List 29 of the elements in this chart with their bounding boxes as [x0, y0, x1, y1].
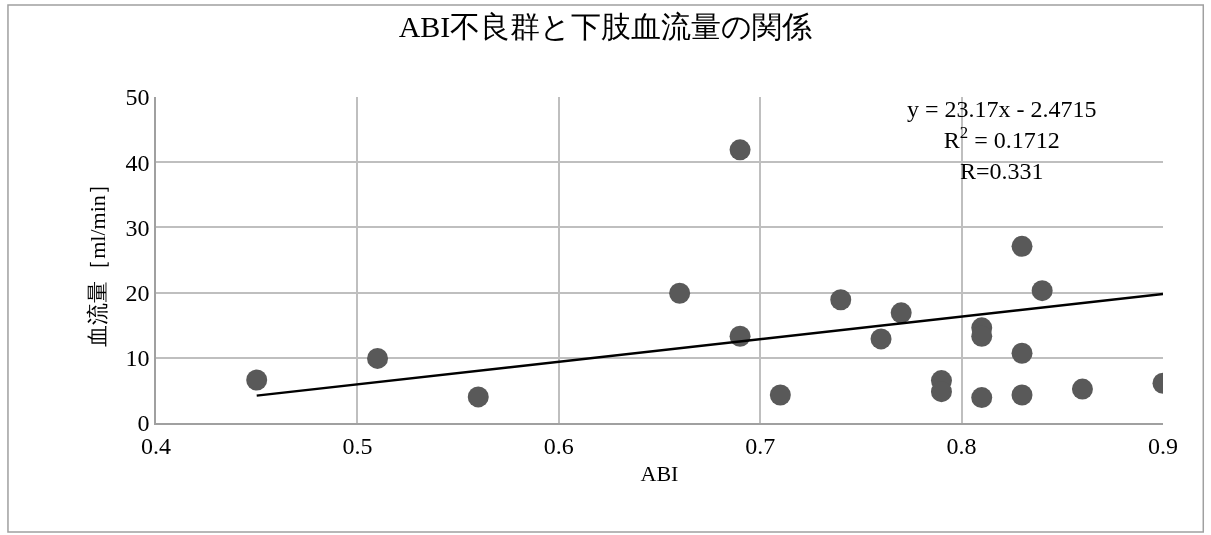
annotation: y = 23.17x - 2.4715 R$^{2}$ = 0.1712 R=0.331	[907, 96, 1097, 185]
point	[1071, 378, 1093, 400]
y-tick-label: 10	[125, 345, 150, 372]
x-tick-label: 0.6	[543, 432, 574, 459]
point	[1011, 384, 1033, 406]
y-axis-title: 血流量［ml/min］	[84, 173, 110, 347]
x-tick-label: 0.8	[946, 432, 977, 459]
point	[890, 302, 912, 324]
x-tick-label: 0.9	[1148, 432, 1178, 459]
y-tick-label: 40	[125, 149, 150, 176]
chart-title: ABI不良群と下肢血流量の関係	[398, 10, 813, 44]
point	[971, 387, 993, 409]
point	[769, 384, 791, 406]
point	[367, 347, 389, 369]
y-tick-label: 20	[125, 280, 150, 306]
point	[729, 139, 751, 161]
point	[830, 289, 852, 311]
x-axis-title: ABI	[640, 460, 679, 486]
point	[467, 386, 489, 408]
y-tick-label: 30	[125, 214, 150, 241]
point	[1011, 235, 1033, 257]
point	[1011, 342, 1033, 364]
x-tick-label: 0.7	[745, 432, 776, 459]
point	[669, 282, 691, 304]
point	[870, 328, 892, 350]
point	[246, 369, 268, 391]
point	[1031, 280, 1053, 302]
x-tick-label: 0.5	[342, 432, 373, 459]
y-tick-label: 50	[125, 84, 150, 111]
